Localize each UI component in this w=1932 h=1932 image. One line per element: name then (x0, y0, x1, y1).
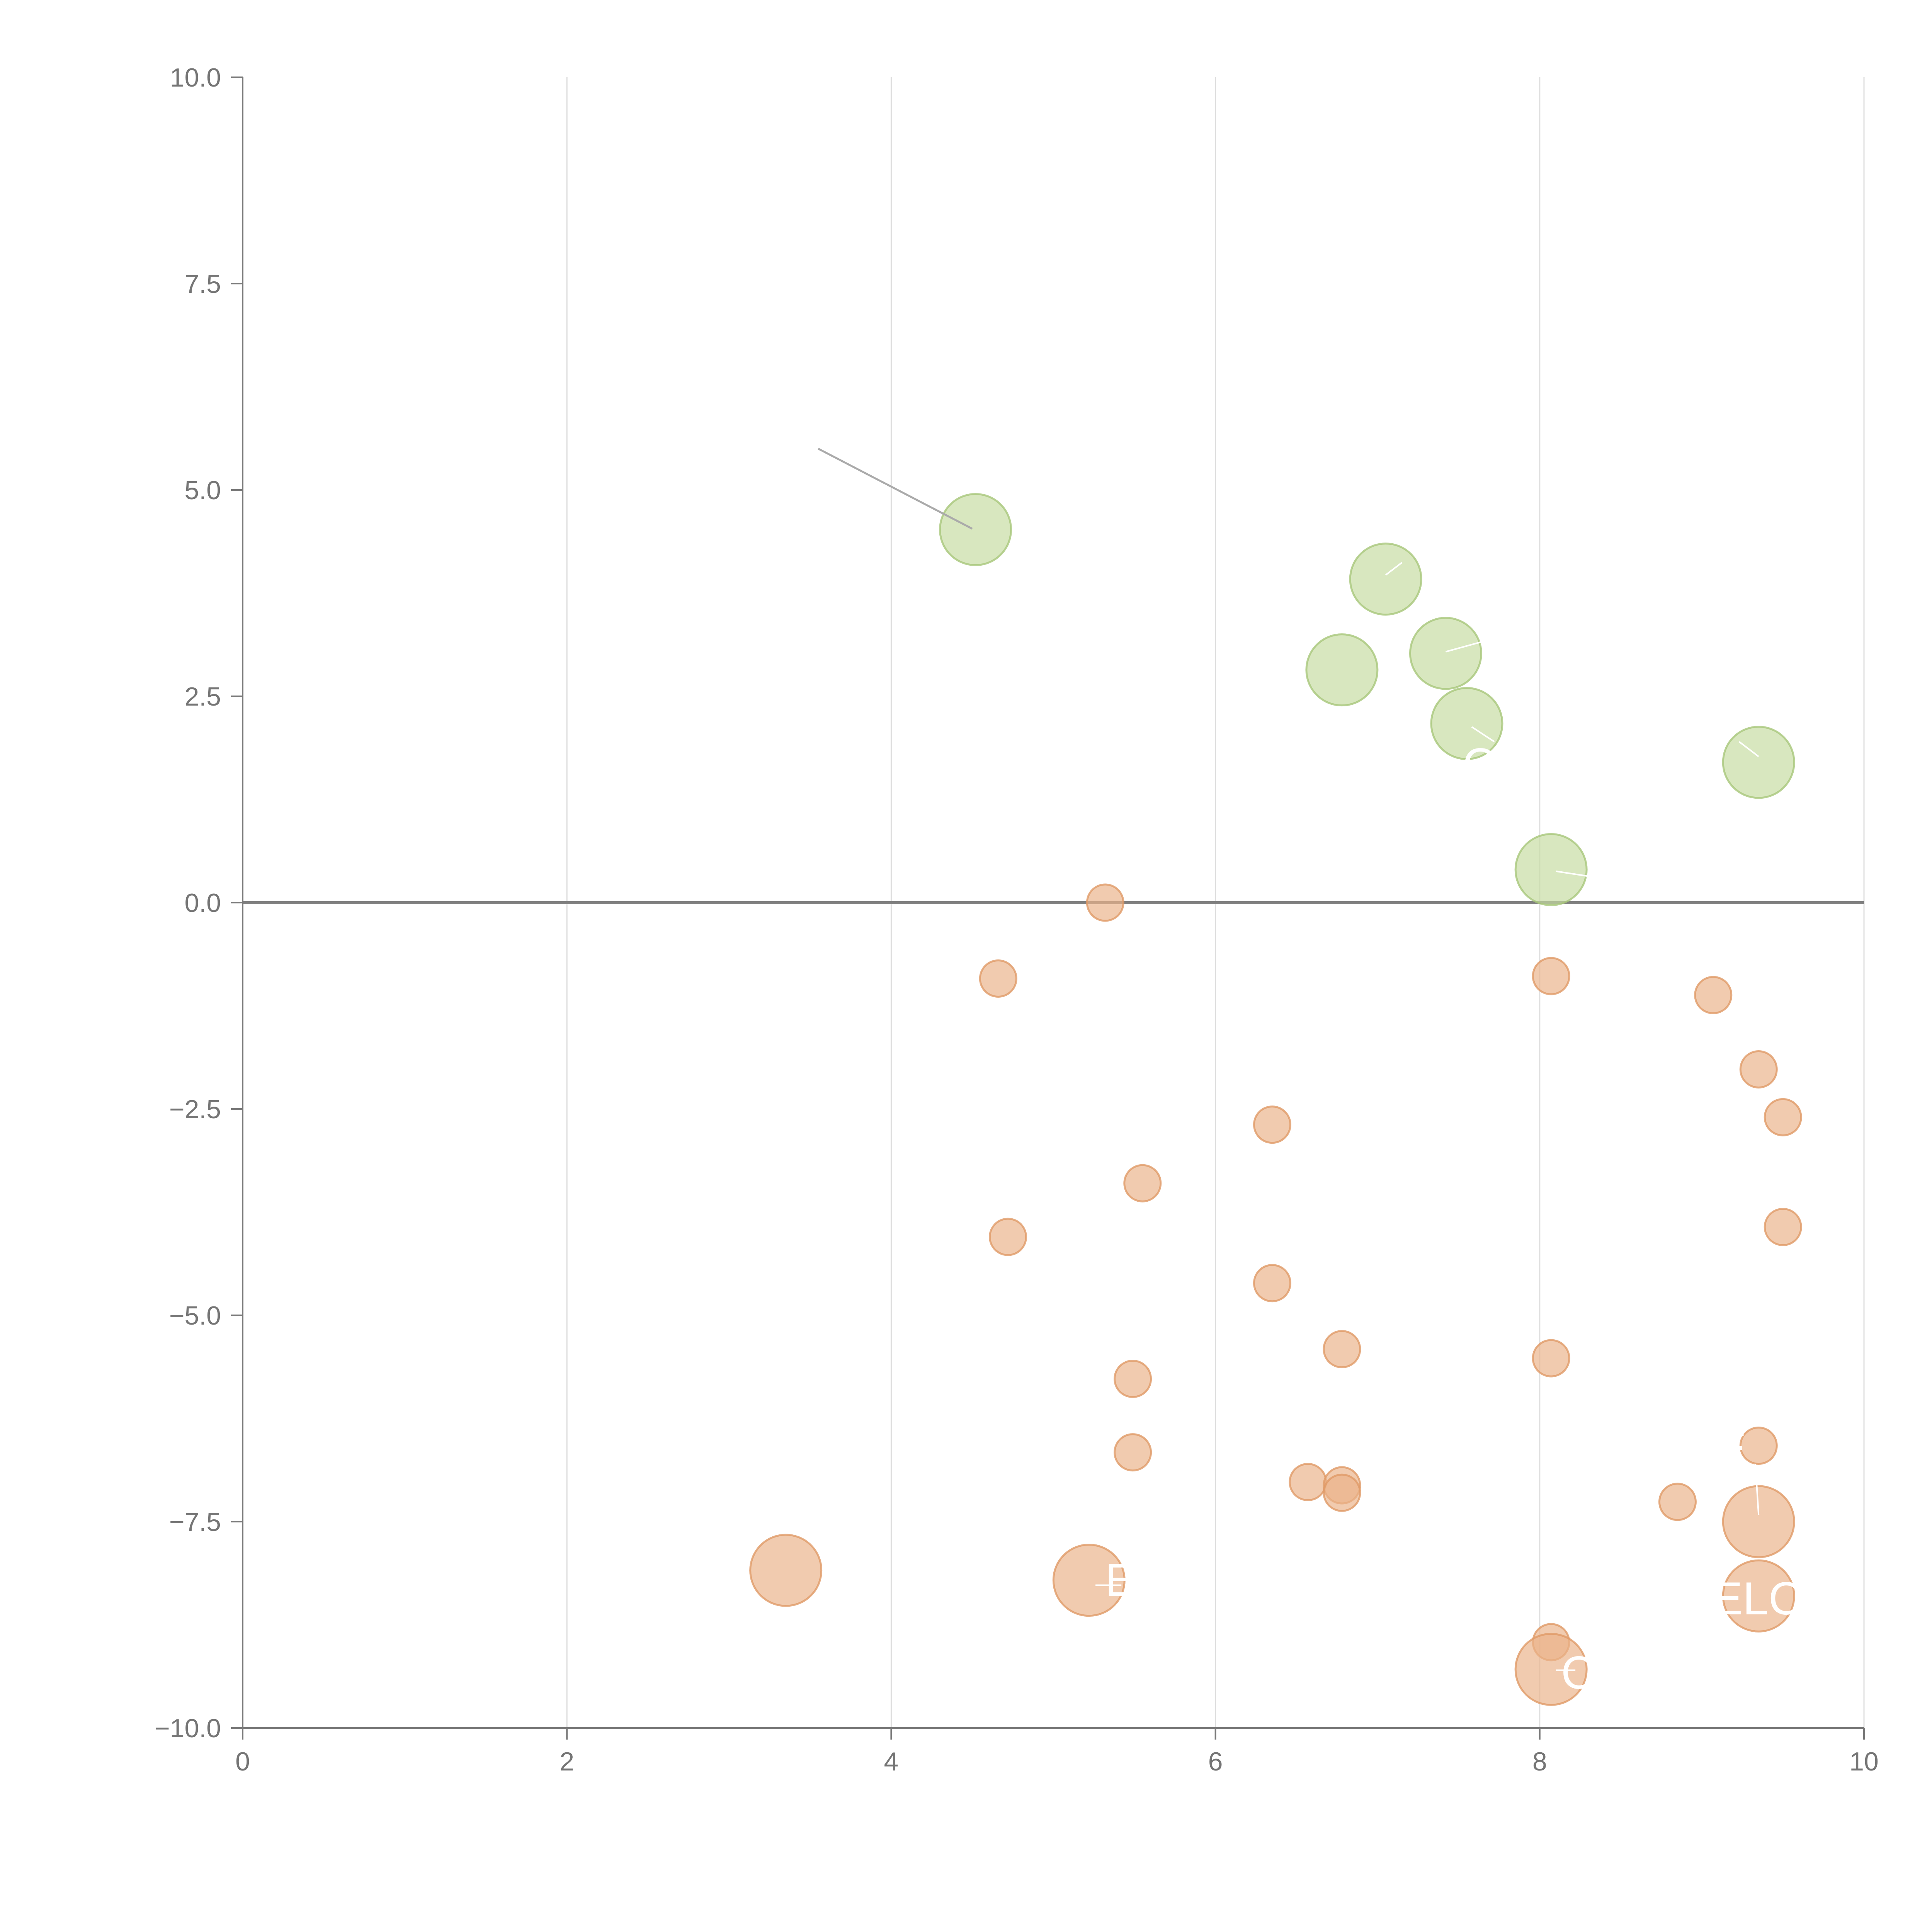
negative-point-6 (1253, 1105, 1291, 1144)
negative-point-16 (1289, 1463, 1327, 1501)
y-tick-label-0: −10.0 (155, 1714, 221, 1743)
y-tick-label-5: 2.5 (184, 682, 221, 711)
negative-point-2 (1532, 957, 1570, 995)
positive-point-5 (1722, 726, 1795, 799)
negative-point-19 (1658, 1483, 1697, 1521)
x-tick-label-3: 6 (1208, 1747, 1223, 1776)
leader-line-6 (1754, 1464, 1760, 1515)
negative-point-14 (1739, 1426, 1778, 1465)
y-tick-label-6: 5.0 (184, 476, 221, 505)
point-label-elc: ELC (1712, 1573, 1802, 1624)
y-tick-label-3: −2.5 (169, 1095, 221, 1124)
negative-point-10 (1253, 1264, 1291, 1303)
y-tick-label-4: 0.0 (184, 888, 221, 918)
negative-point-3 (1694, 976, 1733, 1014)
leader-line-4 (1738, 741, 1759, 757)
y-tick-label-8: 10.0 (170, 63, 221, 92)
negative-point-5 (1764, 1098, 1802, 1136)
y-tick-label-1: −7.5 (169, 1507, 221, 1537)
negative-point-7 (1123, 1164, 1162, 1202)
positive-point-4 (1430, 687, 1503, 760)
axes: −10.0 −7.5 −5.0 −2.5 0.0 2.5 5.0 7.5 10.0 0 2 4 6 8 10 (155, 63, 1879, 1776)
negative-point-20 (1722, 1485, 1795, 1558)
positive-point-6 (1514, 833, 1588, 906)
negative-point-18 (1323, 1473, 1361, 1512)
x-tick-label-0: 0 (235, 1747, 250, 1776)
x-tick-label-1: 2 (560, 1747, 574, 1776)
negative-point-12 (1532, 1339, 1570, 1378)
point-label-e: E (1105, 1554, 1136, 1606)
point-labels: ELC E C E C (1105, 739, 1802, 1699)
positive-point-0 (939, 493, 1012, 566)
negative-point-9 (1764, 1208, 1802, 1246)
negative-point-4 (1739, 1050, 1778, 1088)
negative-point-15 (1114, 1433, 1152, 1472)
point-label-c: C (1561, 1647, 1595, 1699)
point-label-c-2: C (1463, 739, 1496, 791)
negative-point-13 (1114, 1359, 1152, 1398)
leader-line-0 (818, 447, 973, 530)
leader-lines (818, 447, 1760, 1671)
x-tick-label-4: 8 (1532, 1747, 1547, 1776)
positive-point-2 (1305, 633, 1379, 707)
x-tick-label-2: 4 (884, 1747, 898, 1776)
y-tick-label-2: −5.0 (169, 1301, 221, 1330)
x-tick-label-5: 10 (1849, 1747, 1879, 1776)
negative-point-8 (989, 1218, 1027, 1256)
y-tick-label-7: 7.5 (184, 269, 221, 299)
negative-point-0 (1086, 883, 1124, 922)
negative-point-1 (979, 959, 1017, 998)
positive-point-3 (1409, 617, 1482, 690)
negative-point-21 (749, 1534, 823, 1607)
negative-point-25 (1514, 1633, 1588, 1706)
leader-line-5 (1556, 870, 1588, 877)
negative-point-11 (1323, 1330, 1361, 1369)
leader-line-3 (1471, 726, 1495, 743)
point-label-e-2: E (1716, 1423, 1747, 1475)
leader-line-2 (1445, 639, 1488, 653)
negative-point-23 (1722, 1559, 1795, 1633)
data-points (749, 493, 1802, 1706)
leader-line-1 (1385, 562, 1403, 576)
positive-point-1 (1349, 543, 1422, 616)
negative-point-22 (1052, 1544, 1126, 1617)
